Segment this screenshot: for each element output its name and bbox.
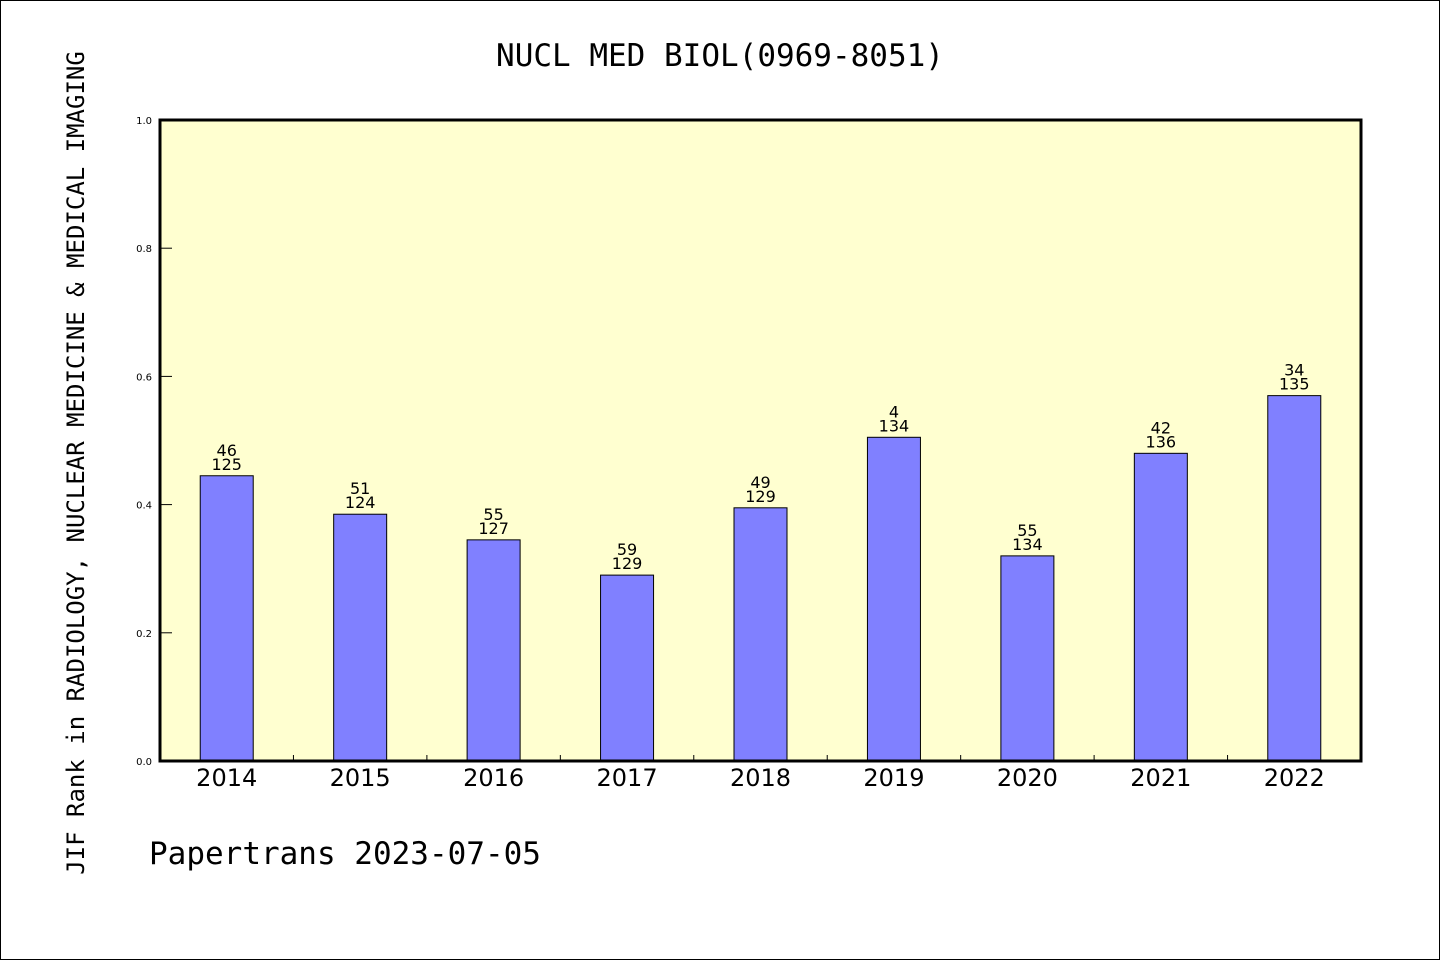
bar-total-label: 127 bbox=[478, 519, 509, 538]
bar-2014 bbox=[199, 475, 254, 762]
bar-2018 bbox=[733, 507, 788, 762]
bar-total-label: 125 bbox=[211, 455, 242, 474]
bar-total-label: 129 bbox=[745, 487, 776, 506]
bar-2017 bbox=[600, 574, 655, 762]
bar-total-label: 129 bbox=[612, 554, 643, 573]
bar-2021 bbox=[1133, 452, 1188, 762]
bar-total-label: 136 bbox=[1146, 432, 1177, 451]
bar-2022 bbox=[1267, 395, 1322, 762]
bar-2019 bbox=[866, 436, 921, 762]
y-tick-label: 0.2 bbox=[136, 629, 152, 640]
x-tick-label: 2016 bbox=[463, 764, 524, 792]
bar-total-label: 135 bbox=[1279, 375, 1310, 394]
y-tick-label: 0.8 bbox=[136, 244, 152, 255]
bar-rank-label: 49 bbox=[750, 473, 770, 492]
y-axis-label: JIF Rank in RADIOLOGY, NUCLEAR MEDICINE … bbox=[62, 51, 90, 875]
bar-total-label: 134 bbox=[879, 416, 910, 435]
x-axis-ticks: 2014 2015 2016 2017 2018 2019 2020 2021 2022 bbox=[196, 755, 1325, 792]
x-tick-label: 2020 bbox=[997, 764, 1058, 792]
x-tick-label: 2018 bbox=[730, 764, 791, 792]
bar-rank-label: 4 bbox=[889, 402, 899, 421]
bar-rank-label: 46 bbox=[217, 441, 237, 460]
bar-rank-label: 55 bbox=[483, 505, 503, 524]
plot-border bbox=[158, 118, 1363, 763]
x-tick-label: 2021 bbox=[1130, 764, 1191, 792]
bar-rank-label: 55 bbox=[1017, 521, 1037, 540]
footer-credit: Papertrans 2023-07-05 bbox=[149, 836, 541, 872]
x-tick-label: 2015 bbox=[330, 764, 391, 792]
y-tick-label: 1.0 bbox=[136, 116, 152, 127]
bar-rank-label: 51 bbox=[350, 479, 370, 498]
y-tick-label: 0.6 bbox=[136, 372, 152, 383]
x-tick-label: 2022 bbox=[1264, 764, 1325, 792]
x-tick-label: 2014 bbox=[196, 764, 257, 792]
bar-rank-label: 42 bbox=[1151, 418, 1171, 437]
y-tick-label: 0.4 bbox=[136, 501, 152, 512]
bar-total-label: 124 bbox=[345, 493, 376, 512]
bar-total-label: 134 bbox=[1012, 535, 1043, 554]
bar-2020 bbox=[1000, 555, 1055, 762]
bar-rank-label: 34 bbox=[1284, 361, 1304, 380]
x-tick-label: 2017 bbox=[597, 764, 658, 792]
bar-2016 bbox=[466, 539, 521, 762]
y-tick-label: 0.0 bbox=[136, 757, 152, 768]
bar-rank-label: 59 bbox=[617, 540, 637, 559]
chart-title: NUCL MED BIOL(0969-8051) bbox=[496, 38, 944, 74]
x-tick-label: 2019 bbox=[863, 764, 924, 792]
bar-2015 bbox=[333, 513, 388, 762]
bars-layer: 4612551124551275912949129413455134421363… bbox=[199, 361, 1322, 762]
